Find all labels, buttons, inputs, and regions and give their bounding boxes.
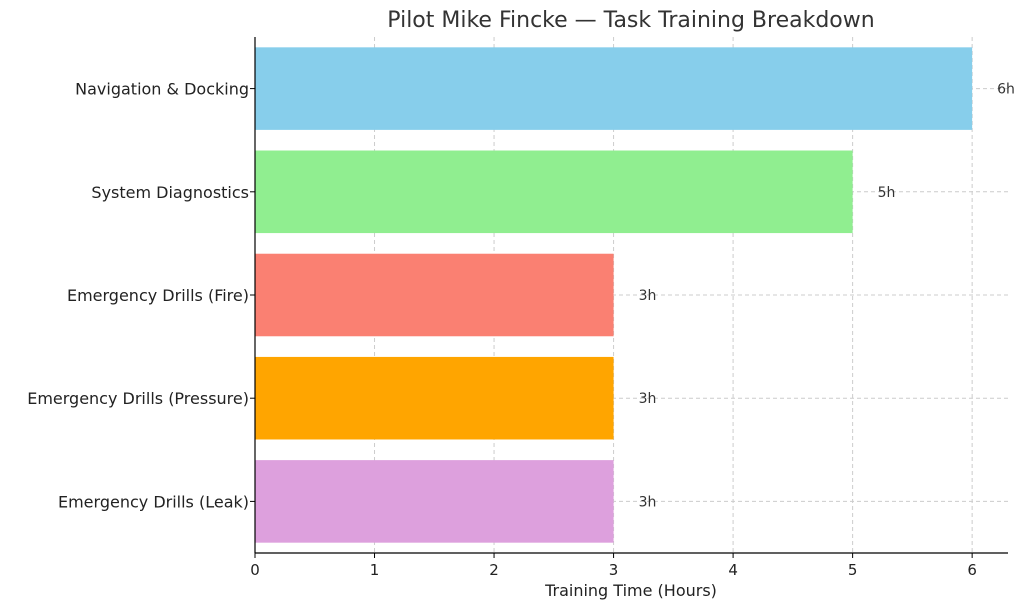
x-tick-label: 1 bbox=[370, 561, 380, 579]
x-tick-label: 0 bbox=[250, 561, 260, 579]
axis-layer: Navigation & Docking System Diagnostics Em… bbox=[27, 37, 1008, 579]
bar-layer: 6h 5h 3h 3h 3h bbox=[255, 47, 1015, 543]
data-label: 3h bbox=[639, 494, 657, 510]
x-tick-label: 3 bbox=[609, 561, 619, 579]
bar bbox=[255, 47, 973, 130]
chart-title: Pilot Mike Fincke — Task Training Breakd… bbox=[387, 8, 874, 33]
x-tick-label: 6 bbox=[967, 561, 977, 579]
y-tick-label: Navigation & Docking bbox=[75, 80, 249, 99]
bar bbox=[255, 356, 614, 440]
x-tick-label: 2 bbox=[489, 561, 499, 579]
data-label: 5h bbox=[878, 185, 896, 201]
data-label: 3h bbox=[639, 391, 657, 407]
y-tick-label: Emergency Drills (Fire) bbox=[67, 286, 249, 305]
bar bbox=[255, 150, 853, 234]
y-tick-label: Emergency Drills (Pressure) bbox=[27, 389, 249, 408]
y-tick-label: System Diagnostics bbox=[91, 183, 249, 202]
y-tick-label: Emergency Drills (Leak) bbox=[58, 492, 249, 511]
bar bbox=[255, 460, 614, 543]
x-tick-label: 5 bbox=[848, 561, 858, 579]
bar bbox=[255, 253, 614, 337]
x-axis-label: Training Time (Hours) bbox=[544, 581, 717, 600]
x-tick-label: 4 bbox=[728, 561, 738, 579]
data-label: 3h bbox=[639, 288, 657, 304]
data-label: 6h bbox=[997, 82, 1015, 98]
